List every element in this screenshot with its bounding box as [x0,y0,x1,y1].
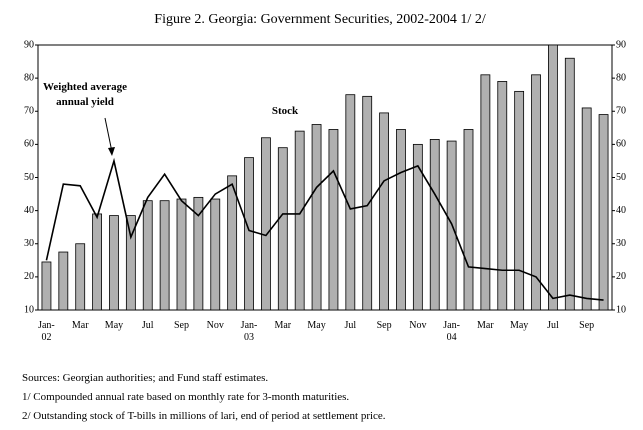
bar [412,143,423,311]
x-tick-label: Sep [174,320,189,331]
bar [328,129,339,311]
chart-title: Figure 2. Georgia: Government Securities… [154,12,486,27]
footnote: 2/ Outstanding stock of T-bills in milli… [22,410,386,422]
y2-tick-label: 20 [616,271,626,282]
y-tick-label: 20 [24,271,34,282]
bar [41,261,52,311]
x-tick-label: Jan- 03 [240,320,258,343]
bar [311,124,322,311]
bar [564,57,575,311]
series-annotation: Stock [271,105,299,117]
y-tick-label: 10 [24,304,34,315]
bar [345,94,356,311]
bar [244,157,254,311]
y-tick-label: 50 [24,172,34,183]
y2-tick-label: 50 [616,172,626,183]
y-tick-label: 30 [24,238,34,249]
bar [362,95,373,311]
bar [210,198,221,311]
x-tick-label: Mar [477,320,494,331]
y-tick-label: 40 [24,205,34,216]
y2-tick-label: 80 [616,72,626,83]
y-tick-label: 60 [24,139,34,150]
bar [75,243,86,311]
x-tick-label: Sep [579,320,595,331]
bar [92,213,102,311]
bar [531,74,541,311]
yield-line [45,157,604,301]
footnote: Sources: Georgian authorities; and Fund … [22,372,269,384]
bar [193,196,204,311]
x-tick-label: Jan- 04 [443,320,460,343]
bar [159,200,170,311]
x-tick-label: Jul [141,320,154,331]
bar [598,114,609,311]
bar [463,129,474,311]
bar [227,175,238,311]
x-tick-label: May [307,320,326,331]
x-tick-label: Nov [409,320,427,331]
y2-tick-label: 30 [616,238,626,249]
bar [497,81,508,311]
x-tick-label: May [104,320,124,331]
bar [514,90,525,311]
y-tick-label: 90 [24,39,34,50]
x-tick-label: Nov [206,320,224,331]
bar [58,251,69,311]
bar [396,129,406,311]
y2-tick-label: 70 [616,106,626,117]
bar [480,74,491,311]
bar [125,215,136,311]
arrow-head [108,147,115,156]
x-tick-label: Jul [547,320,559,331]
bar [294,130,305,311]
bar [379,112,389,311]
y2-tick-label: 90 [616,39,626,50]
bar [548,44,558,311]
x-tick-label: Jan- 02 [38,320,55,343]
x-tick-label: Jul [344,320,357,331]
bar [277,147,288,311]
bar [581,107,592,311]
x-tick-label: May [509,320,529,331]
y-tick-label: 80 [24,72,34,83]
series-annotation: Weighted average annual yield [42,81,127,108]
x-tick-label: Mar [71,320,89,331]
y2-tick-label: 40 [616,205,626,216]
annotation-arrow [104,117,113,153]
bar [176,198,187,311]
y2-tick-label: 60 [616,139,626,150]
bar [142,200,153,311]
bar [109,215,119,311]
x-tick-label: Mar [274,320,292,331]
x-tick-label: Sep [376,320,392,331]
bar [429,139,440,311]
y-tick-label: 70 [24,106,34,117]
bar [261,137,271,311]
footnote: 1/ Compounded annual rate based on month… [22,391,350,403]
y2-tick-label: 10 [616,304,626,315]
